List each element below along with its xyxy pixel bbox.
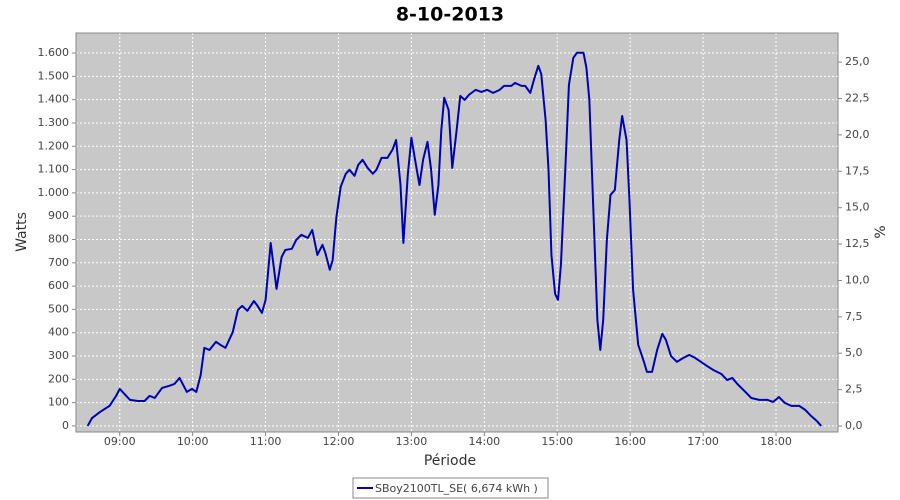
y-tick-label: 1.500 [38, 69, 70, 82]
x-tick-label: 11:00 [250, 435, 282, 448]
y-tick-label: 200 [48, 372, 69, 385]
y-tick-label: 1.100 [38, 163, 70, 176]
x-tick-label: 12:00 [323, 435, 355, 448]
y-tick-label: 1.300 [38, 116, 70, 129]
y2-tick-label: 15,0 [845, 201, 870, 214]
y-axis-label: Watts [14, 212, 30, 252]
plot-area [76, 33, 838, 432]
y-tick-label: 100 [48, 396, 69, 409]
y2-tick-label: 7,5 [845, 310, 863, 323]
x-tick-label: 16:00 [614, 435, 646, 448]
x-axis-label: Période [424, 453, 476, 469]
y2-tick-label: 5,0 [845, 346, 863, 359]
y-tick-label: 1.600 [38, 46, 70, 59]
plot-border [75, 32, 839, 433]
y-tick-label: 700 [48, 256, 69, 269]
y2-tick-label: 2,5 [845, 383, 863, 396]
y2-tick-label: 25,0 [845, 55, 870, 68]
y-tick-label: 1.000 [38, 186, 70, 199]
y2-tick-label: 12,5 [845, 237, 870, 250]
y2-tick-label: 17,5 [845, 164, 870, 177]
y-tick-label: 1.200 [38, 139, 70, 152]
y-tick-label: 400 [48, 326, 69, 339]
y-tick-label: 800 [48, 232, 69, 245]
x-tick-label: 09:00 [104, 435, 136, 448]
y2-tick-label: 0,0 [845, 419, 863, 432]
y2-tick-label: 22,5 [845, 92, 870, 105]
y-tick-label: 1.400 [38, 93, 70, 106]
y-tick-label: 900 [48, 209, 69, 222]
y-tick-label: 500 [48, 302, 69, 315]
legend-box [352, 477, 549, 499]
x-tick-label: 15:00 [541, 435, 573, 448]
y-tick-label: 300 [48, 349, 69, 362]
data-line [86, 51, 822, 427]
legend-label: SBoy2100TL_SE( 6,674 kWh ) [375, 482, 538, 495]
chart-title: 8-10-2013 [396, 4, 504, 26]
y2-axis-label: % [873, 225, 889, 238]
x-tick-label: 14:00 [468, 435, 500, 448]
y2-tick-label: 10,0 [845, 273, 870, 286]
x-tick-label: 13:00 [396, 435, 428, 448]
y2-tick-label: 20,0 [845, 128, 870, 141]
x-tick-label: 10:00 [177, 435, 209, 448]
y-tick-label: 0 [62, 419, 69, 432]
x-tick-label: 17:00 [687, 435, 719, 448]
x-tick-label: 18:00 [760, 435, 792, 448]
y-tick-label: 600 [48, 279, 69, 292]
